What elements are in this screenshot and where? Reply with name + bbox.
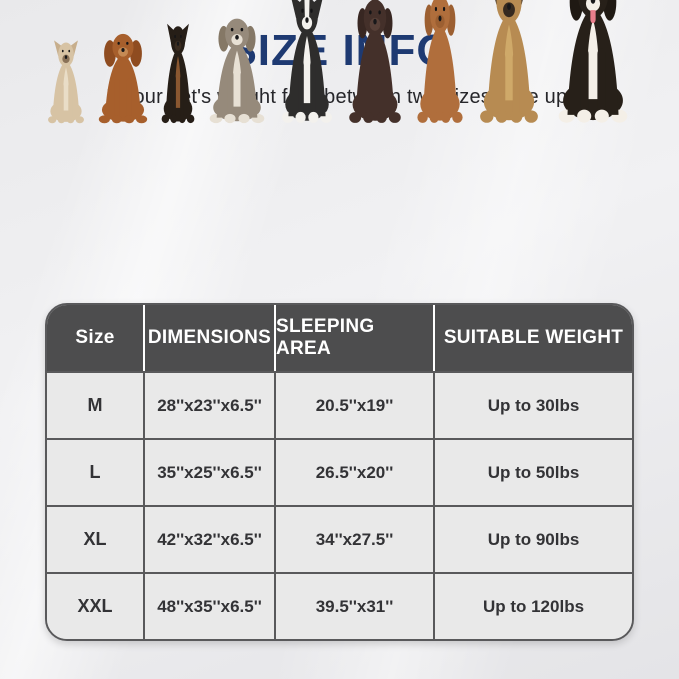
column-header-dimensions: DIMENSIONS <box>143 305 274 371</box>
size-table: Size DIMENSIONS SLEEPING AREA SUITABLE W… <box>45 303 634 641</box>
column-header-sleeping-area: SLEEPING AREA <box>274 305 433 371</box>
table-row: XL 42''x32''x6.5'' 34''x27.5'' Up to 90l… <box>47 505 632 572</box>
table-row: M 28''x23''x6.5'' 20.5''x19'' Up to 30lb… <box>47 371 632 438</box>
cell-weight-m: Up to 30lbs <box>433 373 632 438</box>
cell-size-xxl: XXL <box>77 596 113 616</box>
dog-lineup-inner <box>43 0 637 125</box>
table-row: L 35''x25''x6.5'' 26.5''x20'' Up to 50lb… <box>47 438 632 505</box>
cell-weight-xxl: Up to 120lbs <box>433 574 632 639</box>
column-header-size: Size <box>75 327 115 348</box>
table-row: XXL 48''x35''x6.5'' 39.5''x31'' Up to 12… <box>47 572 632 639</box>
dog-border-collie-illustration <box>281 0 332 123</box>
cell-weight-xl: Up to 90lbs <box>433 507 632 572</box>
dog-vizsla-illustration <box>416 0 463 123</box>
dog-miniature-pinscher-illustration <box>161 23 194 124</box>
cell-sleeping-area-m: 20.5''x19'' <box>274 373 433 438</box>
table-header-row: Size DIMENSIONS SLEEPING AREA SUITABLE W… <box>47 305 632 371</box>
dog-chocolate-labrador-illustration <box>348 0 401 123</box>
cell-dimensions-xl: 42''x32''x6.5'' <box>143 507 274 572</box>
cell-size-l: L <box>89 462 101 482</box>
cell-dimensions-xxl: 48''x35''x6.5'' <box>143 574 274 639</box>
cell-sleeping-area-xl: 34''x27.5'' <box>274 507 433 572</box>
cell-dimensions-m: 28''x23''x6.5'' <box>143 373 274 438</box>
dog-cavalier-spaniel-illustration <box>98 33 147 124</box>
dog-german-shepherd-illustration <box>479 0 538 123</box>
cell-sleeping-area-xxl: 39.5''x31'' <box>274 574 433 639</box>
page-title: SIZE INFO <box>227 26 452 75</box>
cell-size-xl: XL <box>83 529 107 549</box>
cell-dimensions-l: 35''x25''x6.5'' <box>143 440 274 505</box>
cell-size-m: M <box>87 395 103 415</box>
cell-sleeping-area-l: 26.5''x20'' <box>274 440 433 505</box>
dog-bernese-mountain-dog-illustration <box>558 0 627 123</box>
dog-english-bulldog-illustration <box>209 18 264 124</box>
column-header-suitable-weight: SUITABLE WEIGHT <box>433 305 632 371</box>
cell-weight-l: Up to 50lbs <box>433 440 632 505</box>
dog-french-bulldog-illustration <box>47 40 84 124</box>
